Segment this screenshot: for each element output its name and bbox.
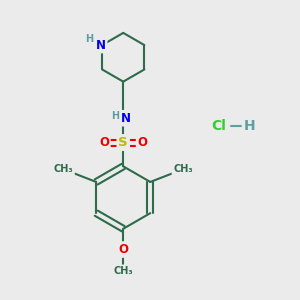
- Text: O: O: [118, 243, 128, 256]
- Text: CH₃: CH₃: [54, 164, 73, 174]
- Text: CH₃: CH₃: [113, 266, 133, 276]
- Text: O: O: [138, 136, 148, 149]
- Text: O: O: [99, 136, 109, 149]
- Text: Cl: Cl: [211, 119, 226, 133]
- Text: N: N: [96, 39, 106, 52]
- Text: N: N: [121, 112, 131, 125]
- Text: CH₃: CH₃: [173, 164, 193, 174]
- Text: S: S: [118, 136, 128, 149]
- Text: H: H: [85, 34, 94, 44]
- Text: H: H: [244, 119, 255, 133]
- Text: H: H: [111, 111, 119, 121]
